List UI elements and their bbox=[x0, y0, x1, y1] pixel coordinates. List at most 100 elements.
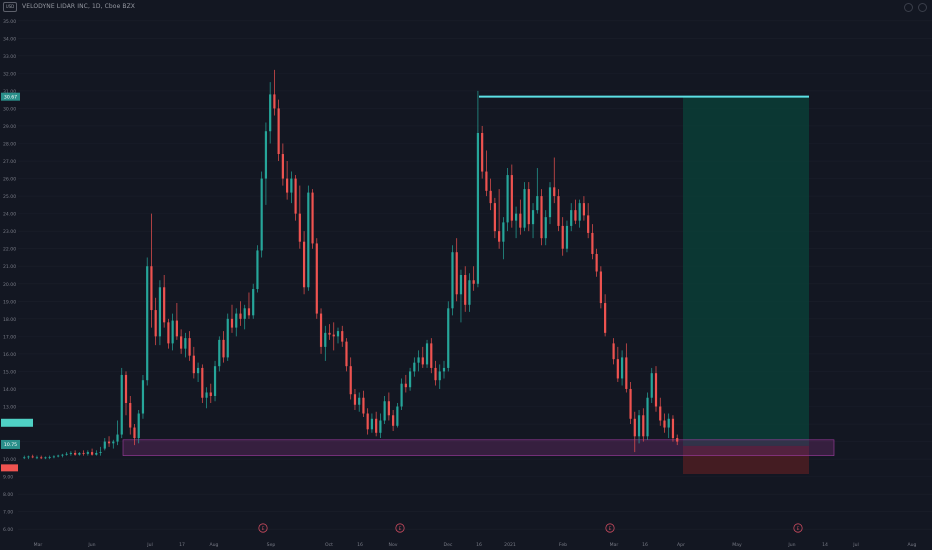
candle-body bbox=[383, 401, 386, 421]
candle-body bbox=[290, 178, 293, 193]
candle-body bbox=[514, 213, 518, 221]
y-tick-label: 23.00 bbox=[3, 229, 16, 235]
candle-body bbox=[52, 456, 56, 458]
y-tick-label: 7.00 bbox=[3, 510, 13, 516]
candle-body bbox=[667, 418, 670, 428]
candle-body bbox=[642, 415, 645, 437]
candle-body bbox=[438, 371, 441, 381]
x-tick-label: Aug bbox=[210, 542, 219, 548]
candle-body bbox=[565, 225, 569, 249]
currency-badge[interactable]: USD bbox=[3, 2, 17, 12]
candle-body bbox=[404, 383, 407, 388]
earnings-marker-label: E bbox=[399, 526, 402, 532]
stop-price-tag bbox=[1, 464, 18, 472]
candle-body bbox=[332, 334, 335, 337]
candle-body bbox=[286, 178, 289, 193]
support-zone[interactable] bbox=[122, 439, 835, 456]
candle-body bbox=[544, 217, 547, 239]
candle-body bbox=[307, 192, 310, 288]
y-tick-label: 19.00 bbox=[3, 299, 16, 305]
y-tick-label: 24.00 bbox=[3, 212, 16, 218]
candle-body bbox=[574, 210, 577, 221]
candle-body bbox=[362, 397, 365, 414]
candle-body bbox=[489, 190, 492, 204]
candle-body bbox=[464, 275, 467, 305]
candle-body bbox=[540, 196, 543, 239]
candle-body bbox=[129, 402, 132, 428]
chart-title: VELODYNE LIDAR INC, 1D, Cboe BZX bbox=[22, 3, 136, 10]
candle-body bbox=[472, 280, 475, 284]
candle-body bbox=[353, 394, 357, 405]
candle-body bbox=[167, 322, 170, 344]
alert-icon[interactable] bbox=[918, 3, 927, 12]
y-tick-label: 17.00 bbox=[3, 334, 16, 340]
candle-body bbox=[557, 196, 560, 226]
candle-body bbox=[31, 456, 34, 458]
candle-body bbox=[82, 452, 85, 454]
candle-body bbox=[587, 215, 590, 233]
y-tick-label: 15.00 bbox=[3, 369, 16, 375]
y-tick-label: 25.00 bbox=[3, 194, 16, 200]
target-price-tag bbox=[1, 92, 20, 101]
candle-body bbox=[158, 287, 162, 337]
candle-body bbox=[184, 338, 187, 349]
candle-body bbox=[519, 213, 522, 228]
earnings-marker-icon[interactable] bbox=[605, 523, 615, 533]
candle-body bbox=[502, 222, 505, 242]
candle-body bbox=[154, 310, 157, 337]
x-tick-label: Jul bbox=[852, 542, 859, 548]
candle-body bbox=[400, 383, 403, 407]
candle-body bbox=[74, 452, 77, 455]
candle-body bbox=[616, 359, 619, 379]
candle-body bbox=[476, 132, 480, 284]
y-tick-label: 13.00 bbox=[3, 405, 16, 411]
candle-body bbox=[298, 213, 301, 242]
y-tick-label: 6.00 bbox=[3, 527, 13, 533]
candle-body bbox=[671, 418, 675, 439]
candle-body bbox=[124, 374, 128, 403]
candle-body bbox=[548, 187, 552, 218]
y-tick-label: 10.00 bbox=[3, 457, 16, 463]
candle-body bbox=[620, 357, 624, 379]
earnings-marker-label: E bbox=[797, 526, 800, 532]
candle-body bbox=[531, 210, 535, 225]
candle-body bbox=[663, 420, 666, 428]
candle-body bbox=[69, 452, 72, 454]
candle-body bbox=[629, 388, 632, 419]
candle-body bbox=[201, 367, 204, 398]
earnings-marker-icon[interactable] bbox=[395, 523, 405, 533]
candle-body bbox=[455, 252, 458, 295]
candle-body bbox=[137, 413, 140, 439]
candle-body bbox=[358, 397, 361, 405]
candle-body bbox=[133, 427, 136, 439]
candle-body bbox=[434, 367, 437, 381]
candle-body bbox=[319, 313, 323, 347]
candle-body bbox=[112, 441, 115, 444]
loss-zone[interactable] bbox=[683, 445, 809, 475]
candle-body bbox=[48, 456, 51, 458]
candle-body bbox=[188, 338, 191, 356]
candle-body bbox=[604, 303, 607, 333]
candle-body bbox=[553, 187, 556, 197]
candle-body bbox=[408, 371, 412, 388]
earnings-marker-icon[interactable] bbox=[793, 523, 803, 533]
y-tick-label: 14.00 bbox=[3, 387, 16, 393]
candle-body bbox=[379, 420, 382, 433]
profit-zone[interactable] bbox=[683, 96, 809, 446]
candle-body bbox=[349, 366, 352, 395]
earnings-marker-icon[interactable] bbox=[258, 523, 268, 533]
candle-body bbox=[90, 452, 94, 455]
y-tick-label: 31.00 bbox=[3, 89, 16, 95]
x-tick-label: Nov bbox=[389, 542, 398, 548]
settings-icon[interactable] bbox=[904, 3, 913, 12]
x-tick-label: 16 bbox=[357, 542, 363, 548]
candle-body bbox=[269, 94, 272, 132]
candle-body bbox=[451, 252, 454, 309]
y-tick-label: 22.00 bbox=[3, 247, 16, 253]
candle-body bbox=[315, 243, 318, 314]
candle-body bbox=[591, 232, 594, 254]
candle-body bbox=[392, 415, 395, 426]
x-tick-label: Jun bbox=[787, 542, 795, 548]
x-tick-label: Oct bbox=[325, 542, 333, 548]
